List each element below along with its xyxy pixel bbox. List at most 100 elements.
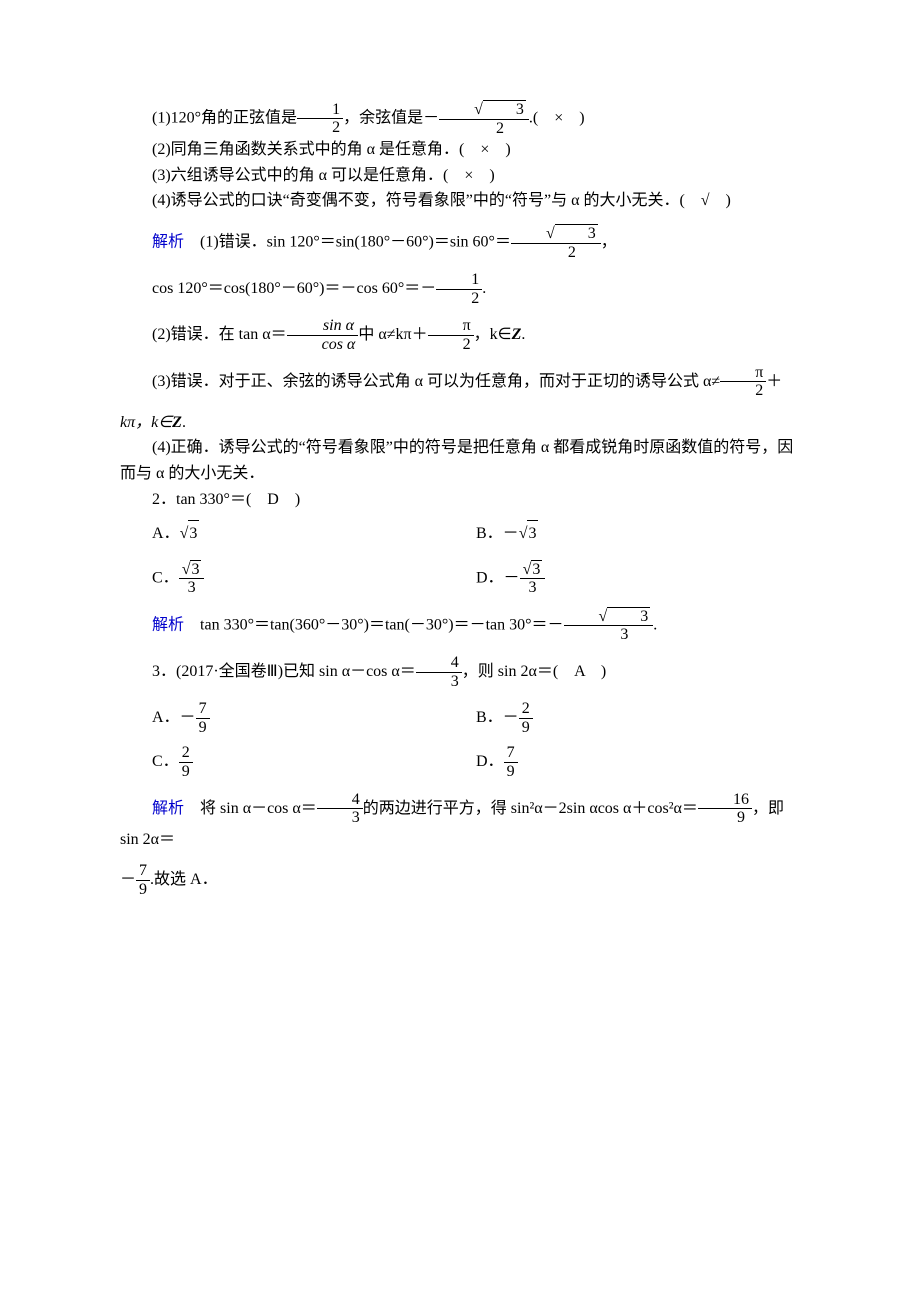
q2-option-D: D．－√33 [476,560,800,597]
denominator: 3 [520,579,546,597]
answer-label: 解析 [152,616,184,633]
denominator: 3 [564,626,654,644]
a2: 解析 tan 330°＝tan(360°－30°)＝tan(－30°)＝－tan… [120,607,800,644]
numerator: π [720,364,766,383]
radicand: 3 [607,607,650,626]
answer-label: 解析 [152,233,184,250]
text: － [120,871,136,888]
text: 3．(2017·全国卷Ⅲ)已知 sin α－cos α＝ [152,663,416,680]
denominator: 9 [136,881,150,899]
numerator: 4 [416,654,462,673]
denominator: 2 [297,119,343,137]
denominator: 2 [720,382,766,400]
numerator: 2 [179,744,193,763]
q3-options-row2: C．29 D．79 [152,744,800,780]
a1-p4-line2: kπ，k∈Z. [120,410,800,436]
text: (1)错误．sin 120°＝sin(180°－60°)＝sin 60°＝ [200,233,511,250]
text: . [482,280,486,297]
numerator: 7 [136,862,150,881]
numerator: √3 [179,560,205,580]
fraction: 12 [297,101,343,137]
set-Z: Z [172,414,182,431]
numerator: √3 [564,607,654,627]
denominator: 2 [436,290,482,308]
fraction: 29 [179,744,193,780]
a3-line1: 解析 将 sin α－cos α＝43的两边进行平方，得 sin²α－2sin … [120,791,800,853]
option-label: D．－ [476,569,520,586]
fraction: 43 [317,791,363,827]
text: kπ，k∈ [120,414,172,431]
radicand: 3 [531,560,542,579]
text: 将 sin α－cos α＝ [200,799,317,816]
numerator: sin α [287,317,359,336]
fraction: 169 [698,791,752,827]
fraction: √33 [564,607,654,644]
q3-option-B: B．－29 [476,700,800,736]
set-Z: Z [512,326,522,343]
fraction: √32 [511,224,601,261]
numerator: 2 [519,700,533,719]
option-label: B．－ [476,525,519,542]
fraction: 79 [196,700,210,736]
fraction: 29 [519,700,533,736]
numerator: 7 [196,700,210,719]
denominator: 3 [179,579,205,597]
q3-option-A: A．－79 [152,700,476,736]
radicand: 3 [188,520,199,552]
denominator: 2 [511,244,601,262]
answer-label: 解析 [152,799,184,816]
fraction: 12 [436,271,482,307]
text: (1)120°角的正弦值是 [152,109,297,126]
q2-stem: 2．tan 330°＝( D ) [120,487,800,513]
a1-p4-line1: (3)错误．对于正、余弦的诱导公式角 α 可以为任意角，而对于正切的诱导公式 α… [120,364,800,400]
fraction: √33 [179,560,205,597]
fraction: 43 [416,654,462,690]
denominator: 9 [504,763,518,781]
a1-p3: (2)错误．在 tan α＝sin αcos α中 α≠kπ＋π2，k∈Z. [120,317,800,353]
radicand: 3 [190,560,201,579]
text: (3)错误．对于正、余弦的诱导公式角 α 可以为任意角，而对于正切的诱导公式 α… [152,372,720,389]
numerator: π [428,317,474,336]
denominator: 9 [179,763,193,781]
q3-option-D: D．79 [476,744,800,780]
denominator: 9 [196,719,210,737]
text: .( × ) [529,109,585,126]
radicand: 3 [555,224,598,243]
numerator: 7 [504,744,518,763]
numerator: 1 [297,101,343,120]
q1-s3: (3)六组诱导公式中的角 α 可以是任意角．( × ) [120,163,800,189]
q2-option-B: B．－√3 [476,520,800,552]
option-label: C． [152,753,179,770]
q2-options-row2: C．√33 D．－√33 [152,560,800,597]
denominator: 2 [428,336,474,354]
fraction: 79 [504,744,518,780]
numerator: 1 [436,271,482,290]
fraction: 79 [136,862,150,898]
denominator: 9 [698,809,752,827]
text: ，则 sin 2α＝( A ) [462,663,606,680]
denominator: 2 [439,120,529,138]
a1-p2: cos 120°＝cos(180°－60°)＝－cos 60°＝－12. [120,271,800,307]
text: 的两边进行平方，得 sin²α－2sin αcos α＋cos²α＝ [363,799,698,816]
text: . [653,616,657,633]
text: .故选 A． [150,871,218,888]
text: ，k∈ [474,326,512,343]
text: . [182,414,186,431]
denominator: 3 [317,809,363,827]
fraction: π2 [428,317,474,353]
fraction: π2 [720,364,766,400]
option-label: B．－ [476,709,519,726]
fraction: sin αcos α [287,317,359,353]
q3-options-row1: A．－79 B．－29 [152,700,800,736]
fraction: √33 [520,560,546,597]
q3-stem: 3．(2017·全国卷Ⅲ)已知 sin α－cos α＝43，则 sin 2α＝… [120,654,800,690]
numerator: √3 [520,560,546,580]
text: ，余弦值是－ [343,109,439,126]
option-label: C． [152,569,179,586]
a1-p5: (4)正确．诱导公式的“符号看象限”中的符号是把任意角 α 都看成锐角时原函数值… [120,435,800,486]
fraction: √32 [439,100,529,137]
q2-option-A: A．√3 [152,520,476,552]
text: ＋ [766,372,782,389]
text: tan 330°＝tan(360°－30°)＝tan(－30°)＝－tan 30… [200,616,564,633]
denominator: 3 [416,673,462,691]
